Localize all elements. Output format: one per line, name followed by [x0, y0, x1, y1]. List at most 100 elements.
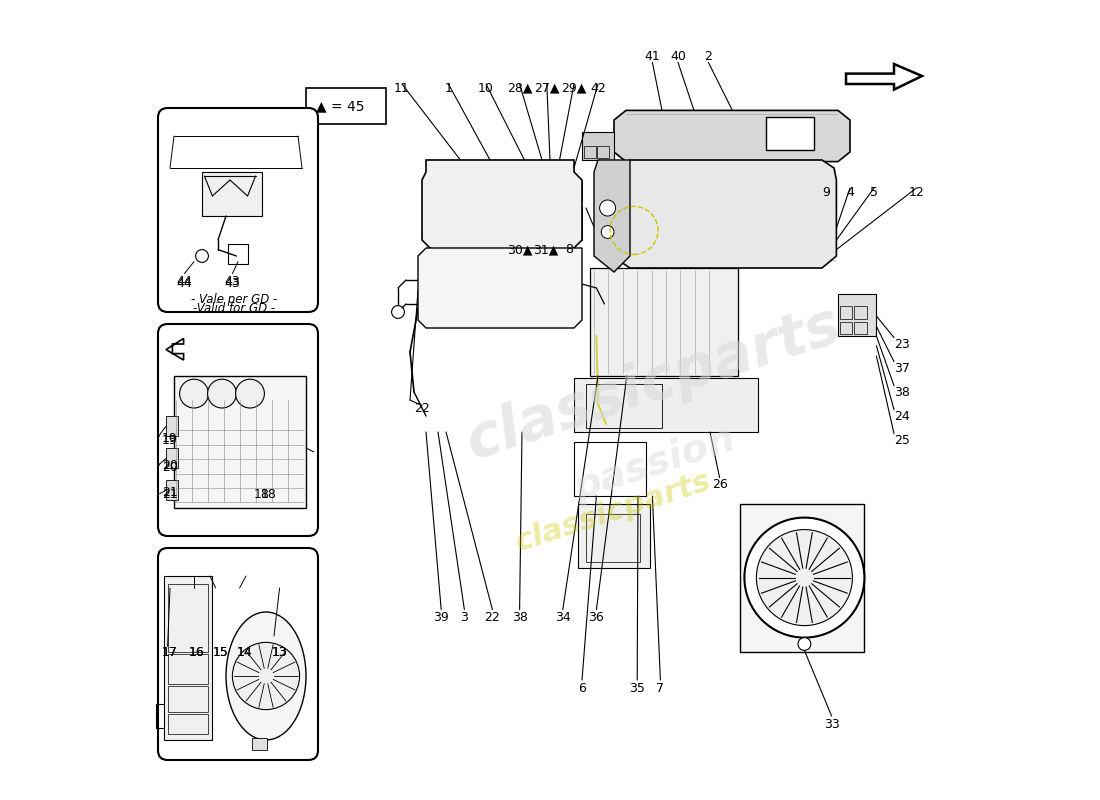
Bar — [574, 378, 758, 432]
Text: 44: 44 — [176, 277, 192, 290]
Bar — [854, 322, 867, 334]
Bar — [166, 448, 178, 468]
Bar — [434, 260, 558, 316]
Text: 34: 34 — [554, 611, 571, 624]
Bar — [590, 268, 738, 376]
Circle shape — [602, 226, 614, 238]
Bar — [578, 504, 650, 568]
Text: 31▲: 31▲ — [534, 243, 559, 256]
Circle shape — [392, 306, 405, 318]
Bar — [229, 244, 249, 264]
Polygon shape — [166, 338, 184, 360]
Circle shape — [757, 530, 852, 626]
Bar — [838, 294, 877, 336]
Text: 32: 32 — [593, 243, 609, 256]
Text: 18: 18 — [254, 488, 270, 501]
Bar — [562, 182, 582, 200]
Text: 14: 14 — [236, 646, 252, 658]
Bar — [442, 194, 494, 219]
Circle shape — [235, 379, 264, 408]
Text: 2: 2 — [704, 50, 713, 62]
Text: 25: 25 — [894, 434, 910, 446]
Text: 38: 38 — [512, 611, 528, 624]
Polygon shape — [422, 160, 582, 252]
Text: 39: 39 — [433, 611, 449, 624]
Text: 22: 22 — [414, 402, 430, 414]
Text: 27▲: 27▲ — [534, 82, 560, 94]
Text: ▲ = 45: ▲ = 45 — [316, 99, 364, 113]
FancyBboxPatch shape — [158, 548, 318, 760]
FancyBboxPatch shape — [158, 108, 318, 312]
Text: 33: 33 — [824, 718, 839, 730]
Bar — [586, 514, 640, 562]
Text: 37: 37 — [894, 362, 910, 374]
Text: 35: 35 — [629, 682, 645, 694]
Text: 15: 15 — [212, 646, 229, 658]
Text: 15: 15 — [212, 646, 229, 658]
Bar — [166, 480, 178, 500]
Text: 20: 20 — [162, 459, 178, 472]
Circle shape — [179, 379, 208, 408]
Bar — [766, 117, 814, 150]
Circle shape — [232, 642, 299, 710]
Bar — [306, 88, 386, 124]
Text: 38: 38 — [894, 386, 910, 398]
Bar — [252, 738, 267, 750]
Bar — [574, 442, 646, 496]
Text: 43: 43 — [224, 277, 240, 290]
Polygon shape — [846, 64, 922, 90]
Polygon shape — [418, 248, 582, 328]
FancyBboxPatch shape — [158, 324, 318, 536]
Text: classicparts: classicparts — [460, 297, 848, 471]
Text: 41: 41 — [645, 50, 660, 62]
Bar — [502, 194, 554, 219]
Text: 9: 9 — [822, 186, 829, 198]
Bar — [854, 306, 867, 319]
Text: 17: 17 — [162, 646, 178, 658]
Text: classicparts: classicparts — [513, 466, 716, 558]
Text: 29▲: 29▲ — [561, 82, 586, 94]
Circle shape — [798, 638, 811, 650]
Text: -Valid for GD -: -Valid for GD - — [192, 302, 275, 314]
Polygon shape — [594, 160, 630, 272]
Text: 5: 5 — [870, 186, 878, 198]
Text: 19: 19 — [162, 432, 178, 445]
Text: 36: 36 — [588, 611, 604, 624]
Bar — [584, 146, 595, 158]
Bar — [502, 163, 554, 189]
Text: 19: 19 — [162, 434, 178, 446]
Bar — [202, 172, 262, 216]
Text: 16: 16 — [188, 646, 205, 658]
Text: passion: passion — [569, 420, 740, 508]
Bar — [586, 384, 662, 428]
Text: 20: 20 — [162, 461, 178, 474]
Bar — [167, 686, 208, 712]
Text: - Vale per GD -: - Vale per GD - — [191, 294, 277, 306]
Bar — [597, 146, 609, 158]
Bar — [562, 206, 582, 224]
Circle shape — [745, 518, 865, 638]
Bar — [167, 654, 208, 684]
Bar — [839, 322, 853, 334]
Bar — [740, 504, 865, 652]
Bar — [839, 306, 853, 319]
Text: 40: 40 — [670, 50, 686, 62]
Text: 10: 10 — [478, 82, 494, 94]
Text: 13: 13 — [272, 646, 287, 658]
Text: 28▲: 28▲ — [507, 82, 532, 94]
Text: 4: 4 — [846, 186, 854, 198]
Text: 12: 12 — [909, 186, 924, 198]
Polygon shape — [614, 110, 850, 162]
Bar — [167, 584, 208, 652]
Circle shape — [208, 379, 236, 408]
Text: 16: 16 — [188, 646, 205, 658]
Text: 30▲: 30▲ — [507, 243, 532, 256]
Polygon shape — [616, 160, 836, 268]
Text: 43: 43 — [224, 275, 240, 288]
Text: 21: 21 — [162, 486, 178, 499]
Text: 13: 13 — [272, 646, 287, 658]
Bar — [166, 416, 178, 436]
Text: 22: 22 — [484, 611, 500, 624]
Circle shape — [600, 200, 616, 216]
Text: 3: 3 — [461, 611, 469, 624]
